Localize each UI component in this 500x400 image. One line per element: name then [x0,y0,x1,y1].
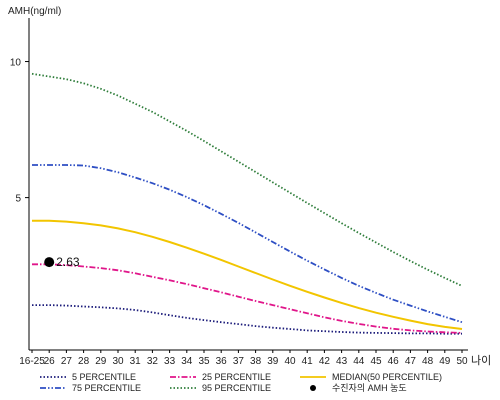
series-lines [31,72,463,335]
x-tick-label: 29 [95,356,107,367]
x-tick-label: 28 [78,356,90,367]
x-axis-label: 나이 [471,354,491,367]
legend-label: 75 PERCENTILE [72,383,141,393]
x-tick-label: 46 [388,356,400,367]
x-tick-label: 44 [353,356,365,367]
x-tick-label: 47 [405,356,417,367]
x-tick-label: 26 [44,356,56,367]
y-tick-label: 5 [15,194,21,205]
x-tick-label: 42 [319,356,331,367]
legend-label: 25 PERCENTILE [202,372,271,382]
x-tick-label: 45 [370,356,382,367]
legend-marker-swatch [310,385,316,391]
legend-marker-label: 수진자의 AMH 농도 [332,383,407,393]
patient-marker: 2.63 [44,255,80,269]
legend: 5 PERCENTILE 25 PERCENTILE MEDIAN(50 PERCE… [40,372,442,393]
legend-label: 5 PERCENTILE [72,372,136,382]
y-axis-label: AMH(ng/ml) [8,6,61,17]
patient-marker-point [44,257,55,268]
x-tick-label: 48 [422,356,434,367]
legend-label: MEDIAN(50 PERCENTILE) [332,372,442,382]
series-line-95-percentile [31,72,463,287]
x-tick-label: 37 [233,356,245,367]
y-ticks: 5 10 [10,58,29,205]
series-line-75-percentile [32,164,463,324]
x-tick-label: 34 [181,356,193,367]
x-tick-label: 40 [284,356,296,367]
series-line-median-50-percentile [32,219,463,330]
x-tick-label: 41 [302,356,314,367]
series-line-25-percentile [32,263,463,334]
x-tick-label: 36 [216,356,228,367]
x-tick-label: 16-25 [19,356,45,367]
x-tick-label: 50 [456,356,468,367]
x-tick-label: 27 [61,356,73,367]
patient-marker-value: 2.63 [56,255,80,269]
x-tick-label: 38 [250,356,262,367]
legend-label: 95 PERCENTILE [202,383,271,393]
x-tick-label: 32 [147,356,159,367]
x-tick-label: 39 [267,356,279,367]
x-tick-label: 31 [130,356,142,367]
x-tick-label: 33 [164,356,176,367]
x-tick-label: 35 [198,356,210,367]
x-tick-label: 49 [439,356,451,367]
y-tick-label: 10 [10,58,22,69]
x-tick-label: 43 [336,356,348,367]
x-tick-label: 30 [112,356,124,367]
